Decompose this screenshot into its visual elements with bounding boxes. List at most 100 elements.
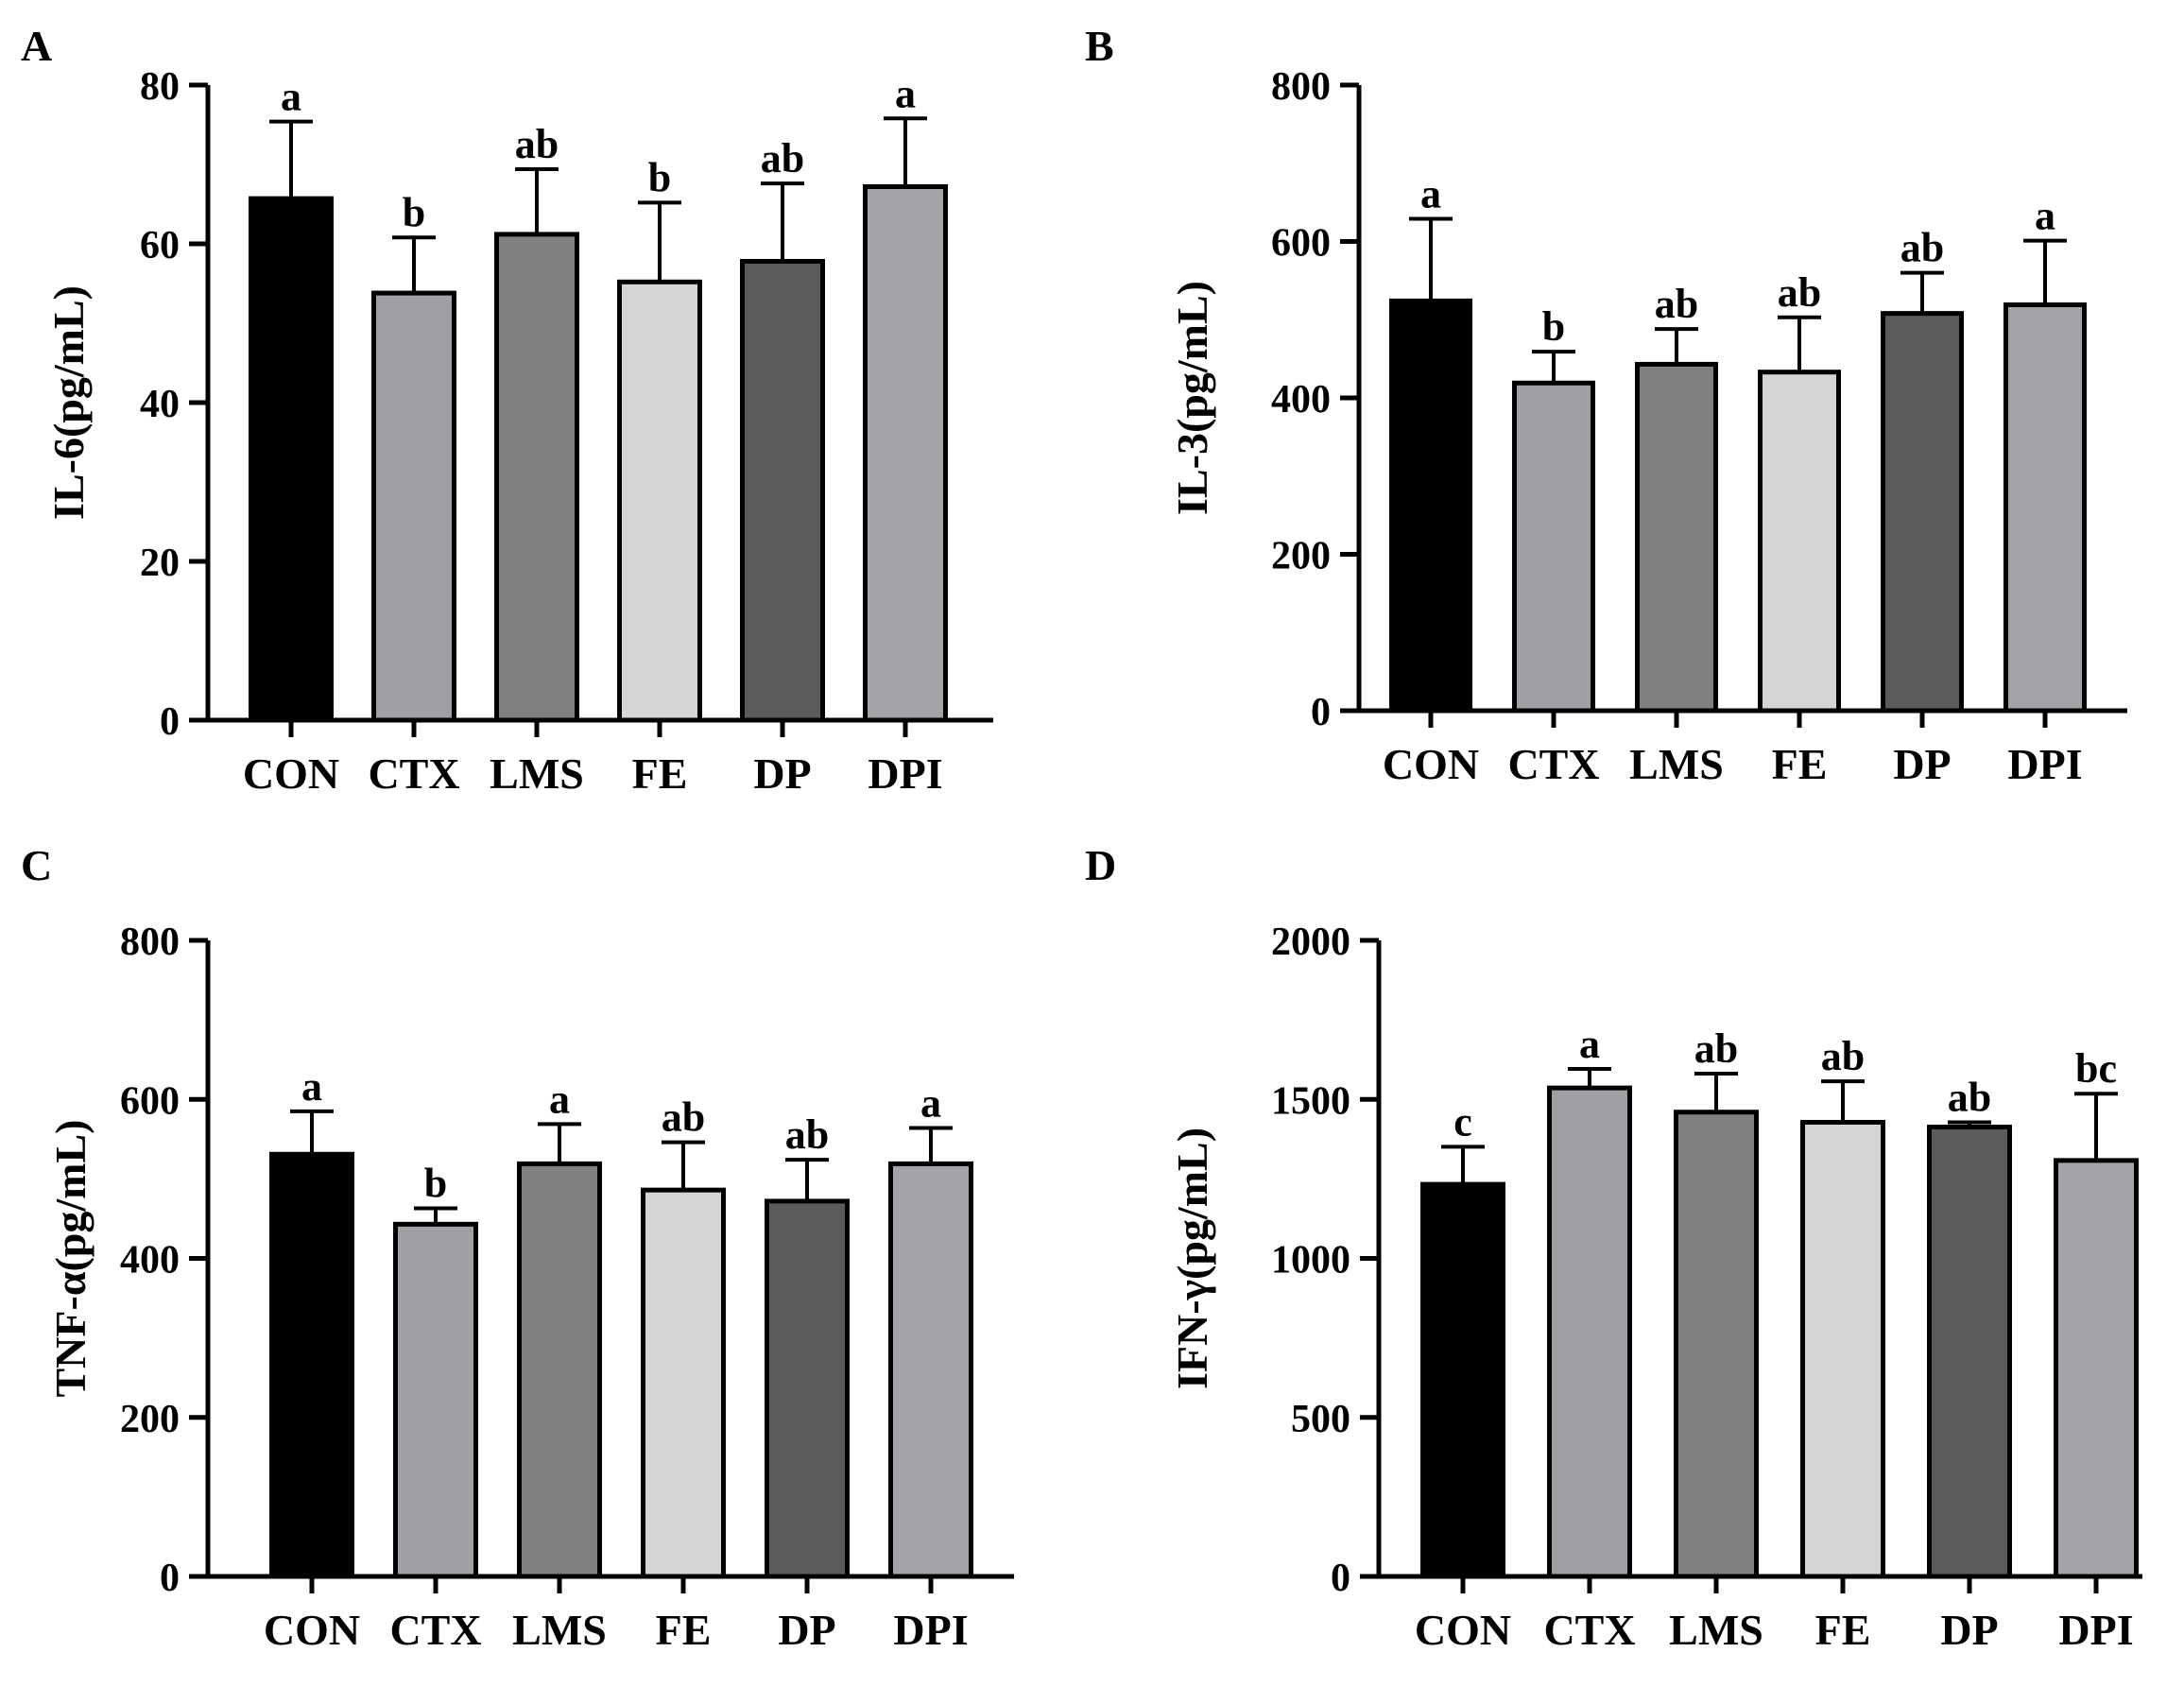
significance-letter: bc: [2075, 1045, 2117, 1092]
panel-letter-b: B: [1085, 22, 1114, 70]
x-tick-label: CON: [264, 1606, 360, 1654]
bar-ctx: [371, 290, 456, 723]
x-tick-label: CTX: [389, 1606, 481, 1654]
significance-letter: ab: [1694, 1025, 1738, 1072]
y-tick-label: 2000: [1271, 921, 1350, 964]
y-tick-label: 500: [1291, 1398, 1350, 1441]
y-tick-label: 40: [140, 383, 180, 426]
y-tick-label: 80: [140, 65, 180, 109]
bar-dp: [1927, 1125, 2012, 1579]
significance-letter: c: [1453, 1098, 1472, 1145]
x-tick-label: DPI: [868, 749, 942, 798]
significance-letter: a: [549, 1076, 570, 1122]
bar-fe: [641, 1187, 726, 1579]
y-axis-label: TNF-α(pg/mL): [46, 1120, 95, 1398]
y-tick-label: 60: [140, 224, 180, 267]
x-tick-label: LMS: [1669, 1606, 1763, 1654]
x-tick-label: LMS: [512, 1606, 607, 1654]
x-tick-label: FE: [1815, 1606, 1871, 1654]
y-tick-label: 800: [120, 921, 180, 964]
significance-letter: ab: [761, 135, 804, 181]
x-tick-label: CTX: [368, 749, 459, 798]
bar-con: [249, 196, 334, 723]
x-tick-label: CTX: [1543, 1606, 1635, 1654]
chart-il3: 0 200 400 600 800 IL-3(pg/mL) a CON b CTX ab LMS ab F…: [1168, 65, 2127, 788]
bar-dpi: [863, 184, 948, 723]
significance-letter: b: [648, 154, 671, 200]
bar-ctx: [1547, 1085, 1632, 1579]
y-tick-label: 0: [160, 700, 180, 744]
y-axis-label: IL-3(pg/mL): [1168, 281, 1216, 515]
chart-tnf-alpha: 0 200 400 600 800 TNF-α(pg/mL) a CON b CTX a LMS ab F…: [46, 921, 1014, 1654]
x-tick-label: CTX: [1507, 740, 1599, 788]
bar-dpi: [2003, 302, 2087, 714]
panel-letter-d: D: [1085, 841, 1116, 889]
y-tick-label: 0: [1311, 691, 1331, 734]
x-tick-label: FE: [1772, 740, 1828, 788]
bar-dp: [765, 1198, 850, 1579]
y-tick-label: 1500: [1271, 1079, 1350, 1123]
significance-letter: b: [424, 1161, 447, 1207]
significance-letter: ab: [1655, 281, 1698, 327]
significance-letter: b: [403, 189, 425, 235]
significance-letter: a: [281, 74, 301, 120]
bar-ctx: [1512, 380, 1595, 714]
significance-letter: ab: [1900, 225, 1944, 271]
significance-letter: a: [895, 70, 916, 116]
bar-dp: [740, 258, 825, 723]
y-tick-label: 200: [120, 1398, 180, 1441]
y-tick-label: 0: [160, 1557, 180, 1600]
y-tick-label: 1000: [1271, 1239, 1350, 1282]
panel-letter-c: C: [21, 841, 52, 889]
bar-ctx: [393, 1221, 478, 1579]
y-tick-label: 600: [120, 1079, 180, 1123]
bar-fe: [1758, 370, 1841, 714]
x-tick-label: LMS: [490, 749, 584, 798]
x-tick-label: DP: [753, 749, 811, 798]
y-tick-label: 200: [1271, 535, 1331, 578]
x-tick-label: FE: [632, 749, 688, 798]
x-tick-label: CON: [1383, 740, 1479, 788]
significance-letter: ab: [1778, 269, 1821, 316]
x-tick-label: FE: [656, 1606, 712, 1654]
panel-letter-a: A: [21, 22, 52, 70]
significance-letter: ab: [662, 1094, 705, 1141]
chart-ifn-gamma: 0 500 1000 1500 2000 IFN-γ(pg/mL) c CON a CTX ab LM…: [1168, 921, 2142, 1654]
bar-lms: [517, 1161, 602, 1579]
bar-lms: [1635, 361, 1718, 714]
x-tick-label: LMS: [1629, 740, 1724, 788]
bar-dpi: [2054, 1158, 2139, 1579]
y-tick-label: 400: [120, 1239, 180, 1282]
significance-letter: a: [1579, 1021, 1600, 1067]
y-axis-label: IFN-γ(pg/mL): [1168, 1128, 1216, 1389]
x-tick-label: DPI: [2058, 1606, 2133, 1654]
y-tick-label: 600: [1271, 222, 1331, 266]
y-tick-label: 20: [140, 542, 180, 585]
bar-con: [1420, 1181, 1505, 1579]
x-tick-label: CON: [243, 749, 339, 798]
significance-letter: b: [1542, 303, 1565, 350]
y-axis-label: IL-6(pg/mL): [44, 285, 93, 520]
x-tick-label: DPI: [2007, 740, 2082, 788]
bar-fe: [1800, 1119, 1885, 1579]
significance-letter: ab: [515, 121, 559, 167]
bar-lms: [494, 232, 579, 723]
chart-il6: 0 20 40 60 80 IL-6(pg/mL) a CON b CTX ab LMS b FE ab DP…: [44, 65, 993, 798]
significance-letter: ab: [785, 1111, 829, 1158]
significance-letter: a: [2035, 193, 2055, 239]
bar-dpi: [888, 1161, 973, 1579]
significance-letter: a: [920, 1080, 941, 1127]
significance-letter: ab: [1821, 1033, 1865, 1079]
x-tick-label: DPI: [893, 1606, 968, 1654]
significance-letter: ab: [1948, 1074, 1991, 1120]
bar-con: [1389, 298, 1472, 714]
significance-letter: a: [1420, 171, 1441, 217]
bar-fe: [617, 279, 702, 723]
x-tick-label: DP: [778, 1606, 835, 1654]
significance-letter: a: [301, 1063, 322, 1110]
x-tick-label: DP: [1893, 740, 1951, 788]
bar-con: [269, 1151, 354, 1579]
y-tick-label: 400: [1271, 378, 1331, 422]
bar-dp: [1881, 311, 1964, 714]
